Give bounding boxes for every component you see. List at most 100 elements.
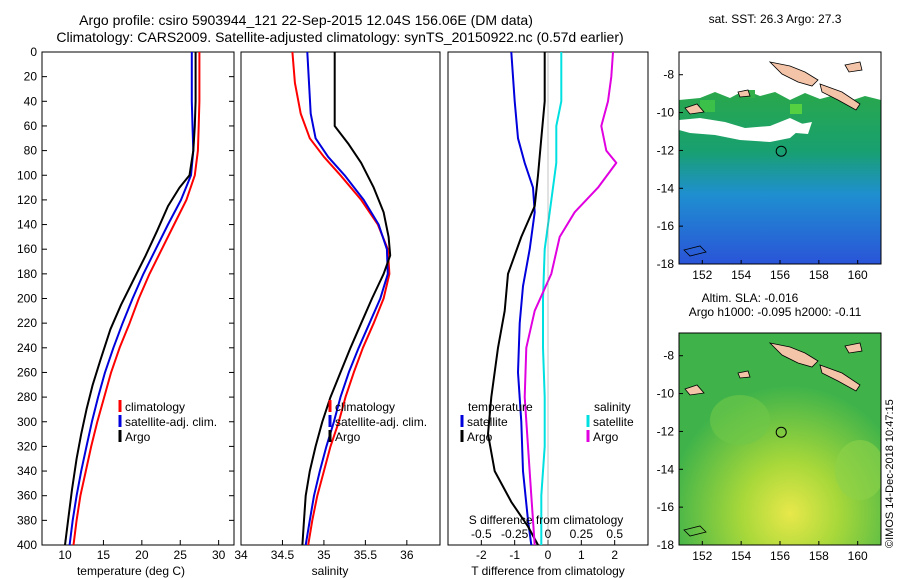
x-tick-label: 30	[212, 548, 226, 562]
land-island	[768, 342, 819, 368]
x-tick-label: 0	[545, 548, 552, 562]
series-line-climatology	[291, 52, 391, 545]
y-tick-label: 300	[17, 415, 37, 429]
reef-outline	[683, 525, 707, 537]
reef-outline	[683, 245, 707, 257]
series-line-s-satellite	[540, 52, 563, 545]
legend-heading-salinity: salinity	[594, 400, 631, 414]
map-y-tick-label: -8	[663, 349, 674, 363]
secondary-tick-label: 0	[545, 527, 552, 541]
map-y-tick-label: -8	[663, 68, 674, 82]
legend-heading-temperature: temperature	[468, 400, 533, 414]
x-tick-label: 10	[58, 548, 72, 562]
x-tick-label: -1	[509, 548, 520, 562]
secondary-xlabel: S difference from climatology	[469, 513, 624, 527]
salinity-lines	[291, 52, 392, 545]
sla-map-ticks: 152 154 156 158 160 -8 -10 -12 -14 -16 -18	[657, 349, 868, 563]
series-line-s-argo	[523, 52, 618, 545]
title-line-1: Argo profile: csiro 5903944_121 22-Sep-2…	[79, 12, 533, 28]
map-x-tick-label: 158	[809, 268, 829, 282]
map-y-tick-label: -14	[657, 462, 675, 476]
sla-anomaly	[710, 395, 770, 445]
sst-pixel	[790, 104, 802, 114]
x-tick-label: 35	[317, 548, 331, 562]
difference-xlabel: T difference from climatology	[471, 564, 625, 578]
legend-label-climatology: climatology	[125, 400, 185, 414]
series-line-argo	[301, 52, 392, 545]
x-tick-label: 25	[174, 548, 188, 562]
imos-credit: ©IMOS 14-Dec-2018 10:47:15	[884, 399, 896, 548]
y-tick-label: 400	[17, 538, 37, 552]
y-tick-label: 360	[17, 489, 37, 503]
map-x-tick-label: 152	[692, 549, 712, 563]
sst-pixel	[700, 100, 715, 112]
difference-lines	[487, 52, 618, 545]
y-tick-label: 320	[17, 439, 37, 453]
y-tick-label: 140	[17, 218, 37, 232]
map-x-tick-label: 158	[809, 549, 829, 563]
y-tick-label: 20	[24, 70, 38, 84]
sst-pixel	[745, 90, 755, 98]
legend-label-satellite: satellite-adj. clim.	[125, 415, 217, 429]
secondary-tick-label: -0.25	[501, 527, 529, 541]
map-x-tick-label: 152	[692, 268, 712, 282]
y-tick-label: 240	[17, 341, 37, 355]
y-tick-label: 220	[17, 316, 37, 330]
sst-map-panel: sat. SST: 26.3 Argo: 27.3 152 154 156 158 16…	[657, 12, 882, 282]
map-y-tick-label: -14	[657, 181, 675, 195]
land-island	[819, 83, 861, 111]
salinity-legend: climatology satellite-adj. clim. Argo	[328, 400, 427, 444]
map-y-tick-label: -10	[657, 106, 675, 120]
salinity-panel: 34 34.5 35 35.5 36 salinity climatology sate…	[234, 51, 441, 578]
x-tick-label: 15	[97, 548, 111, 562]
x-tick-label: 2	[611, 548, 618, 562]
temperature-x-ticks: 10 15 20 25 30	[58, 540, 226, 562]
series-line-satellite-adj-clim-	[304, 52, 389, 545]
map-x-tick-label: 154	[731, 549, 751, 563]
map-x-tick-label: 156	[770, 268, 790, 282]
x-tick-label: -2	[476, 548, 487, 562]
x-tick-label: 1	[578, 548, 585, 562]
x-tick-label: 34	[234, 548, 248, 562]
land-island	[684, 384, 705, 396]
y-tick-label: 40	[24, 94, 38, 108]
secondary-tick-label: -0.5	[471, 527, 492, 541]
difference-legend: temperature satellite Argo salinity sate…	[460, 400, 634, 444]
title-line-2: Climatology: CARS2009. Satellite-adjuste…	[56, 29, 623, 45]
land-island	[844, 342, 863, 354]
map-y-tick-label: -10	[657, 387, 675, 401]
y-tick-label: 280	[17, 390, 37, 404]
y-tick-label: 80	[24, 144, 38, 158]
legend-label-satellite: satellite-adj. clim.	[335, 415, 427, 429]
sst-map-title: sat. SST: 26.3 Argo: 27.3	[709, 12, 842, 26]
temperature-panel: 0204060801001201401601802002202402602803…	[17, 45, 648, 578]
secondary-tick-label: 0.25	[570, 527, 594, 541]
map-y-tick-label: -12	[657, 143, 675, 157]
land-island	[684, 103, 705, 115]
salinity-x-ticks: 34 34.5 35 35.5 36	[234, 540, 414, 562]
land-island	[844, 61, 863, 73]
sst-map-ticks: 152 154 156 158 160 -8 -10 -12 -14 -16 -18	[657, 68, 868, 282]
map-y-tick-label: -16	[657, 219, 675, 233]
y-tick-label: 200	[17, 292, 37, 306]
land-island	[737, 370, 751, 379]
salinity-xlabel: salinity	[312, 564, 349, 578]
y-tick-label: 340	[17, 464, 37, 478]
difference-x-ticks: -2 -1 0 1 2	[476, 540, 618, 562]
y-tick-label: 60	[24, 119, 38, 133]
secondary-x-ticks: -0.5 -0.25 0 0.25 0.5	[471, 527, 623, 541]
series-line-argo	[64, 52, 197, 545]
difference-panel: -2 -1 0 1 2 S difference from climatology -0…	[447, 51, 649, 578]
map-x-tick-label: 160	[848, 549, 868, 563]
sst-field	[679, 90, 881, 264]
y-tick-label: 180	[17, 267, 37, 281]
map-x-tick-label: 154	[731, 268, 751, 282]
secondary-tick-label: 0.5	[606, 527, 623, 541]
x-tick-label: 35.5	[354, 548, 378, 562]
x-tick-label: 20	[135, 548, 149, 562]
y-tick-label: 100	[17, 168, 37, 182]
land-island	[768, 61, 819, 87]
sla-map-title-1: Altim. SLA: -0.016	[702, 291, 799, 305]
sst-cloud-gap	[795, 122, 812, 134]
land-island	[819, 364, 861, 392]
